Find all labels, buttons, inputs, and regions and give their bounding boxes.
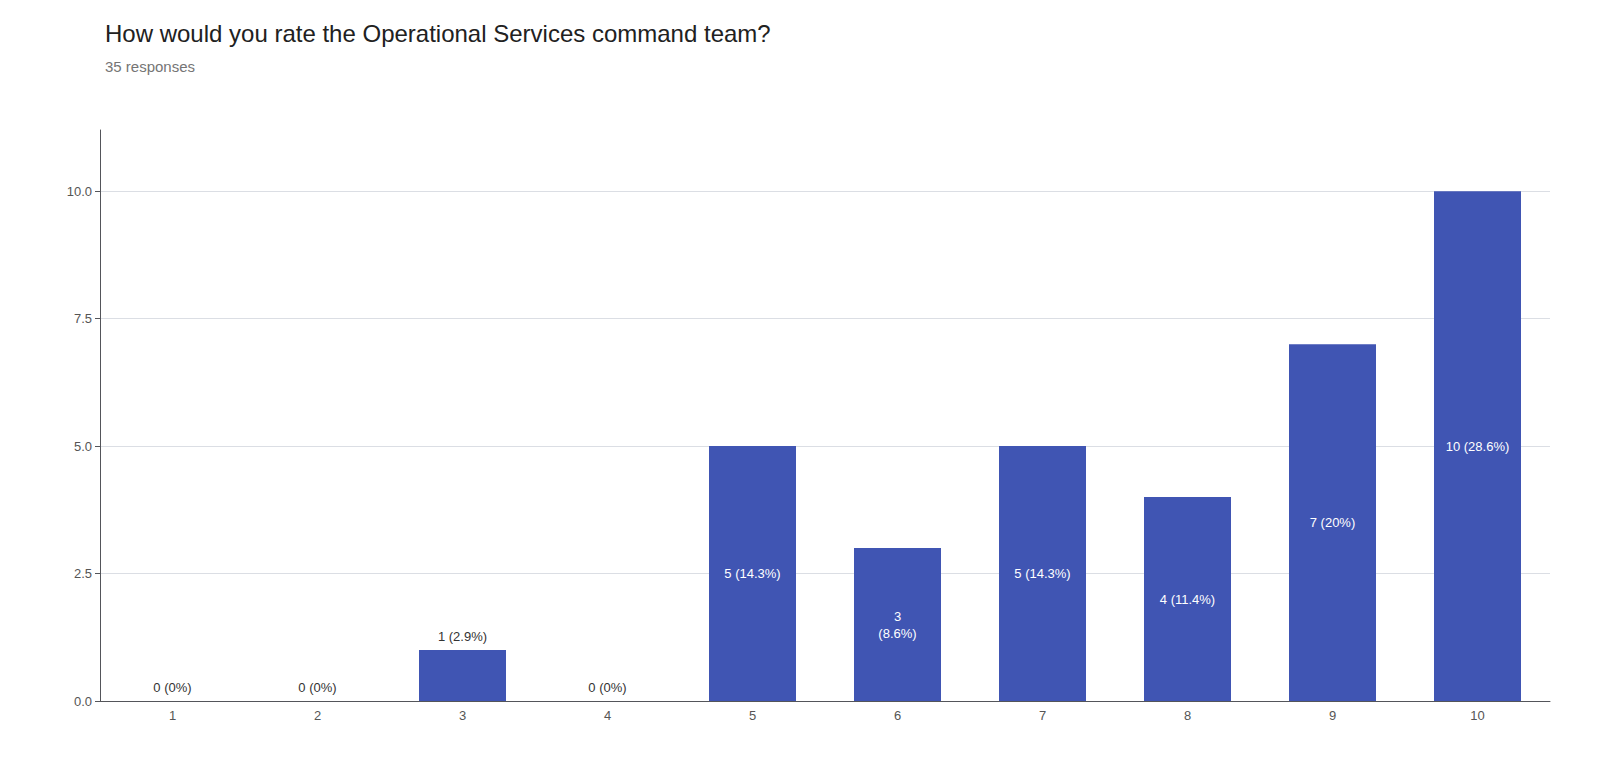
svg-text:0 (0%): 0 (0%) [588, 680, 626, 695]
svg-text:5 (14.3%): 5 (14.3%) [1014, 566, 1070, 581]
svg-text:2.5: 2.5 [74, 566, 92, 581]
svg-text:7.5: 7.5 [74, 311, 92, 326]
svg-text:1: 1 [169, 708, 176, 723]
svg-text:9: 9 [1329, 708, 1336, 723]
svg-text:10 (28.6%): 10 (28.6%) [1446, 439, 1510, 454]
svg-text:3: 3 [894, 609, 901, 624]
svg-text:8: 8 [1184, 708, 1191, 723]
svg-text:0 (0%): 0 (0%) [298, 680, 336, 695]
svg-text:How would you rate the Operati: How would you rate the Operational Servi… [105, 20, 771, 47]
svg-text:5.0: 5.0 [74, 439, 92, 454]
svg-text:10.0: 10.0 [67, 184, 92, 199]
svg-text:35 responses: 35 responses [105, 58, 195, 75]
svg-text:4 (11.4%): 4 (11.4%) [1160, 592, 1215, 607]
svg-text:0 (0%): 0 (0%) [153, 680, 191, 695]
svg-text:6: 6 [894, 708, 901, 723]
svg-text:3: 3 [459, 708, 466, 723]
svg-text:5 (14.3%): 5 (14.3%) [724, 566, 780, 581]
svg-text:10: 10 [1470, 708, 1484, 723]
svg-text:4: 4 [604, 708, 611, 723]
svg-text:1 (2.9%): 1 (2.9%) [438, 629, 487, 644]
svg-text:0.0: 0.0 [74, 694, 92, 709]
svg-text:(8.6%): (8.6%) [878, 626, 916, 641]
svg-text:2: 2 [314, 708, 321, 723]
svg-text:7: 7 [1039, 708, 1046, 723]
svg-text:7 (20%): 7 (20%) [1310, 515, 1356, 530]
svg-text:5: 5 [749, 708, 756, 723]
